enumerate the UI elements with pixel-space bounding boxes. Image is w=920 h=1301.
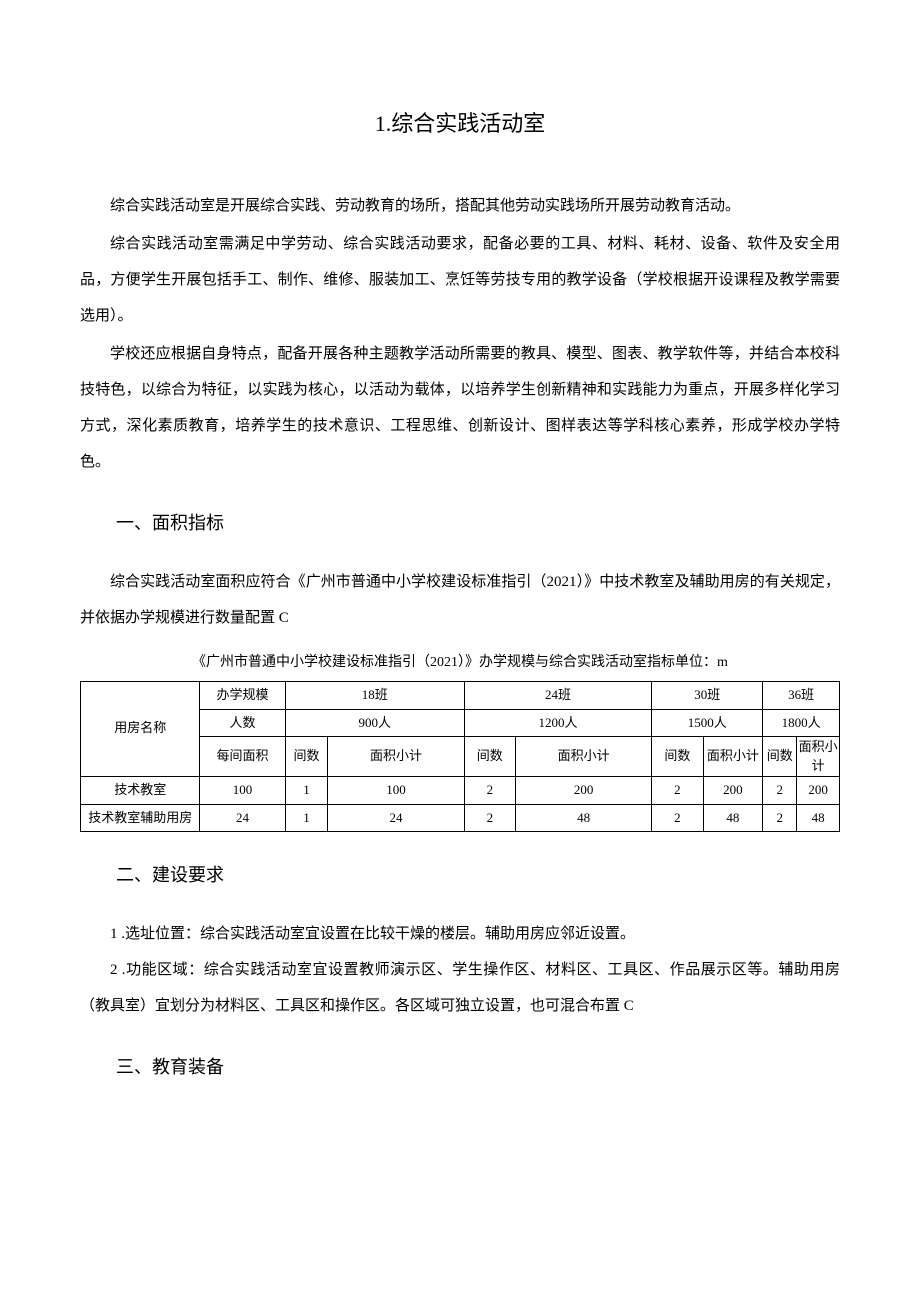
people-18: 900人 <box>285 709 464 737</box>
subheader-area: 面积小计 <box>703 737 763 776</box>
row-name: 技术教室辅助用房 <box>81 804 200 832</box>
table-caption: 《广州市普通中小学校建设标准指引（2021）》办学规模与综合实践活动室指标单位：… <box>80 648 840 679</box>
cell: 2 <box>464 804 515 832</box>
requirement-item: 2 .功能区域：综合实践活动室宜设置教师演示区、学生操作区、材料区、工具区、作品… <box>80 952 840 1024</box>
section-header-requirements: 二、建设要求 <box>116 856 840 896</box>
cell: 1 <box>285 776 328 804</box>
section-header-area: 一、面积指标 <box>116 504 840 544</box>
cell: 48 <box>703 804 763 832</box>
row-name: 技术教室 <box>81 776 200 804</box>
page-title: 1.综合实践活动室 <box>80 100 840 148</box>
cell: 48 <box>515 804 651 832</box>
cell: 1 <box>285 804 328 832</box>
cell: 2 <box>652 776 703 804</box>
cell: 2 <box>763 776 797 804</box>
cell: 2 <box>464 776 515 804</box>
people-24: 1200人 <box>464 709 652 737</box>
intro-paragraph: 综合实践活动室是开展综合实践、劳动教育的场所，搭配其他劳动实践场所开展劳动教育活… <box>80 188 840 224</box>
header-area-each: 每间面积 <box>200 737 285 776</box>
cell: 24 <box>328 804 464 832</box>
header-people: 人数 <box>200 709 285 737</box>
table-row: 技术教室辅助用房 24 1 24 2 48 2 48 2 48 <box>81 804 840 832</box>
cell: 200 <box>797 776 840 804</box>
intro-paragraph: 综合实践活动室需满足中学劳动、综合实践活动要求，配备必要的工具、材料、耗材、设备… <box>80 226 840 334</box>
scale-24: 24班 <box>464 681 652 709</box>
subheader-area: 面积小计 <box>515 737 651 776</box>
subheader-count: 间数 <box>285 737 328 776</box>
cell: 2 <box>763 804 797 832</box>
cell: 200 <box>703 776 763 804</box>
people-36: 1800人 <box>763 709 840 737</box>
intro-paragraph: 学校还应根据自身特点，配备开展各种主题教学活动所需要的教具、模型、图表、教学软件… <box>80 336 840 480</box>
subheader-count: 间数 <box>763 737 797 776</box>
header-scale: 办学规模 <box>200 681 285 709</box>
cell: 48 <box>797 804 840 832</box>
table-row: 技术教室 100 1 100 2 200 2 200 2 200 <box>81 776 840 804</box>
scale-30: 30班 <box>652 681 763 709</box>
subheader-area: 面积小计 <box>797 737 840 776</box>
scale-36: 36班 <box>763 681 840 709</box>
subheader-count: 间数 <box>464 737 515 776</box>
row-header-label: 用房名称 <box>81 681 200 776</box>
standards-table: 用房名称 办学规模 18班 24班 30班 36班 人数 900人 1200人 … <box>80 681 840 833</box>
cell: 2 <box>652 804 703 832</box>
table-header-row: 用房名称 办学规模 18班 24班 30班 36班 <box>81 681 840 709</box>
intro-section: 综合实践活动室是开展综合实践、劳动教育的场所，搭配其他劳动实践场所开展劳动教育活… <box>80 188 840 480</box>
subheader-count: 间数 <box>652 737 703 776</box>
section-header-equipment: 三、教育装备 <box>116 1048 840 1088</box>
subheader-area: 面积小计 <box>328 737 464 776</box>
cell: 100 <box>200 776 285 804</box>
cell: 100 <box>328 776 464 804</box>
scale-18: 18班 <box>285 681 464 709</box>
people-30: 1500人 <box>652 709 763 737</box>
section1-paragraph: 综合实践活动室面积应符合《广州市普通中小学校建设标准指引（2021）》中技术教室… <box>80 564 840 636</box>
cell: 200 <box>515 776 651 804</box>
cell: 24 <box>200 804 285 832</box>
requirement-item: 1 .选址位置：综合实践活动室宜设置在比较干燥的楼层。辅助用房应邻近设置。 <box>80 916 840 952</box>
